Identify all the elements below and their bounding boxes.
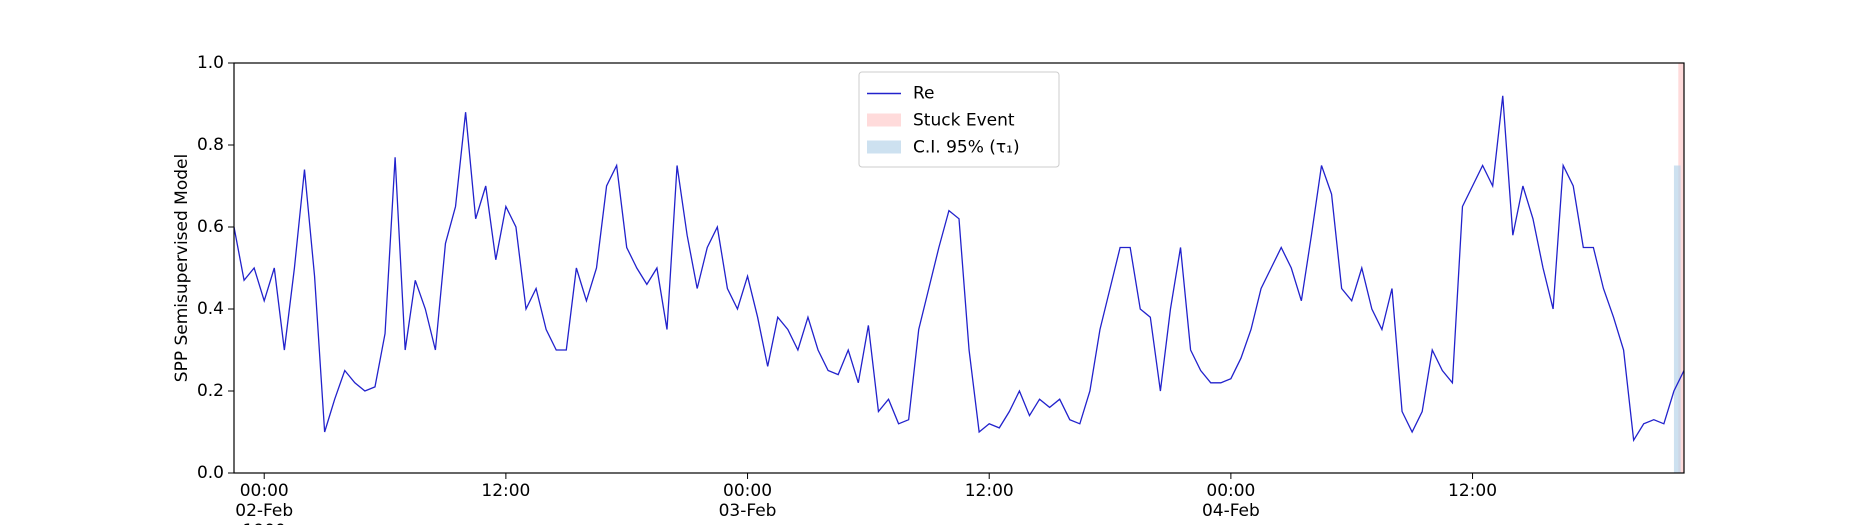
x-tick-label: 12:00: [481, 481, 531, 501]
x-tick-label: 00:00 02-Feb 1900: [235, 481, 294, 525]
span-region: [1673, 165, 1681, 473]
y-tick-label: 0.0: [197, 463, 224, 483]
plot-frame: [233, 62, 1685, 474]
legend-label: C.I. 95% (τ₁): [913, 138, 1020, 158]
y-tick-label: 0.8: [197, 135, 224, 155]
legend-label: Stuck Event: [913, 111, 1015, 131]
legend-label: Re: [913, 84, 935, 104]
y-tick-label: 0.4: [197, 299, 224, 319]
legend-swatch: [867, 140, 901, 154]
y-tick-label: 0.2: [197, 381, 224, 401]
x-tick-label: 00:00 03-Feb: [718, 481, 777, 521]
x-tick-label: 12:00: [964, 481, 1014, 501]
x-tick-label: 12:00: [1448, 481, 1498, 501]
legend-swatch: [867, 113, 901, 127]
span-region: [1678, 63, 1684, 473]
y-tick-label: 1.0: [197, 53, 224, 73]
legend-box: [858, 71, 1060, 168]
y-tick-label: 0.6: [197, 217, 224, 237]
data-line: [233, 95, 1685, 443]
y-axis-label: SPP Semisupervised Model: [172, 154, 192, 382]
x-tick-label: 00:00 04-Feb: [1201, 481, 1260, 521]
legend: Re Stuck Event C.I. 95% (τ₁): [858, 71, 1060, 168]
